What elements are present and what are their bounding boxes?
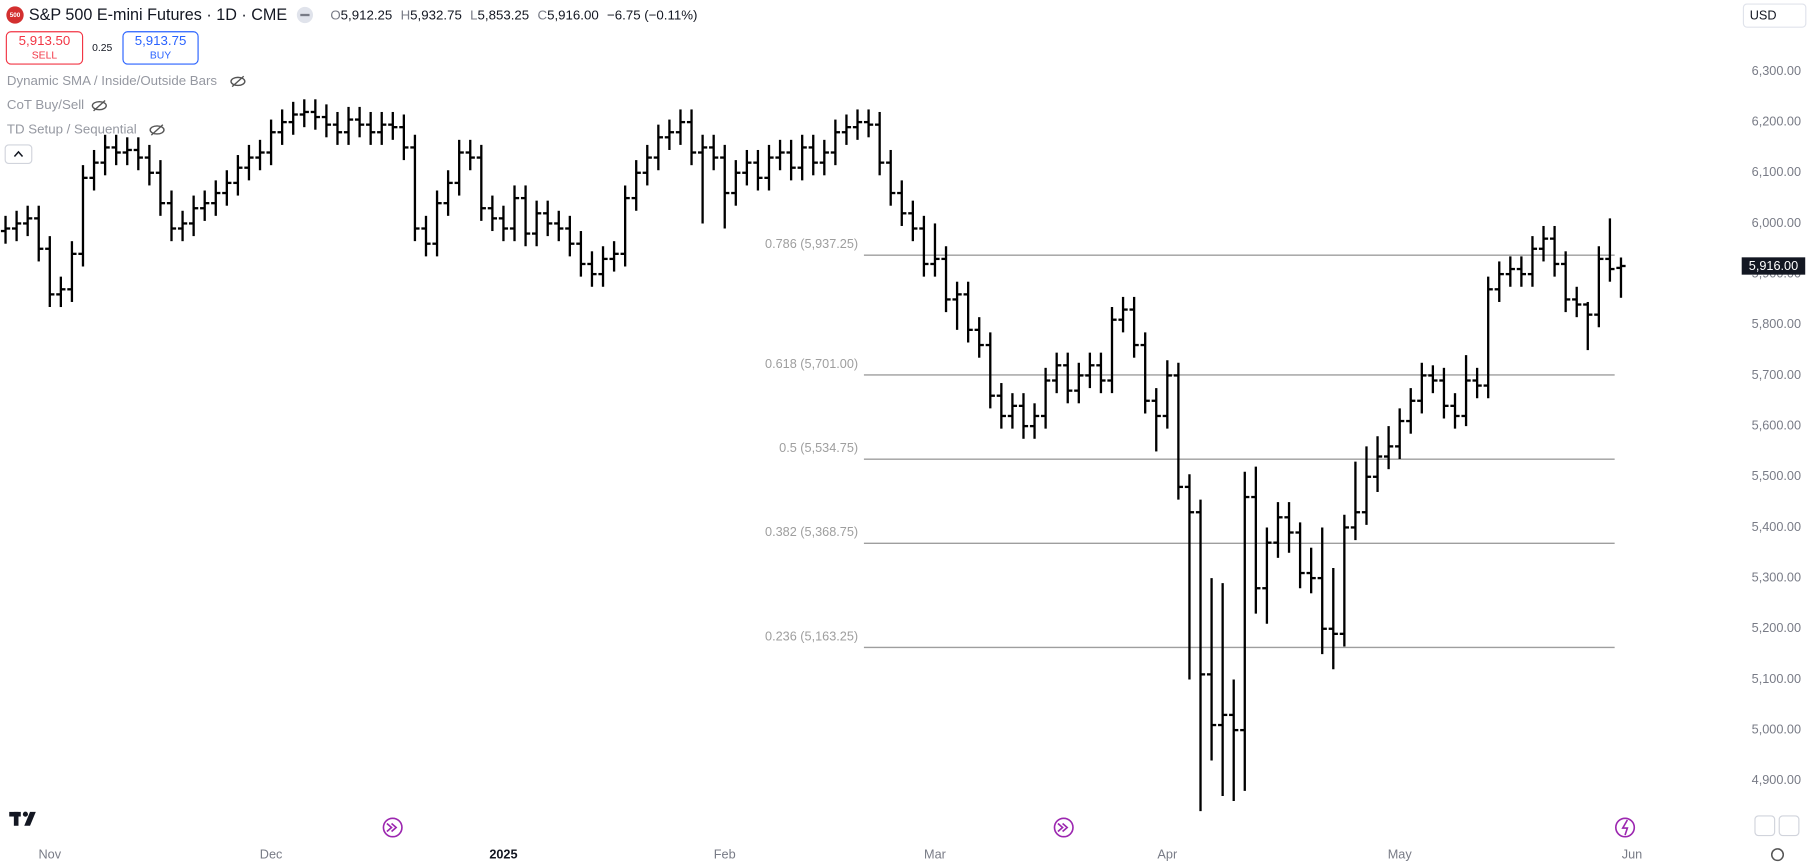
fib-label: 0.786 (5,937.25) — [765, 237, 858, 251]
indicator[interactable]: TD Setup / Sequential — [7, 121, 137, 136]
y-tick-label: 6,200.00 — [1752, 114, 1801, 128]
x-tick-label: May — [1388, 848, 1413, 862]
symbol-title[interactable]: S&P 500 E-mini Futures · 1D · CME — [29, 6, 288, 24]
x-tick-label: Feb — [714, 848, 736, 862]
event-icons[interactable] — [382, 817, 1636, 838]
y-tick-label: 5,000.00 — [1752, 722, 1801, 736]
ohlc-legend: O5,912.25 H5,932.75 L5,853.25 C5,916.00 … — [330, 7, 697, 22]
x-tick-label: 2025 — [489, 848, 517, 862]
y-tick-label: 5,400.00 — [1752, 520, 1801, 534]
spread: 0.25 — [92, 43, 112, 54]
indicator[interactable]: Dynamic SMA / Inside/Outside Bars — [7, 73, 217, 88]
field-key: H — [401, 7, 411, 22]
currency-button[interactable] — [1742, 3, 1807, 28]
buy-label: BUY — [150, 51, 171, 62]
field-value: 5,916.00 — [547, 7, 599, 22]
sell-price: 5,913.50 — [19, 33, 71, 48]
field-value: 5,912.25 — [341, 7, 393, 22]
log-scale-button[interactable] — [1778, 815, 1800, 837]
field-key: O — [330, 7, 340, 22]
auto-scale-button[interactable] — [1754, 815, 1776, 837]
x-tick-label: Apr — [1157, 848, 1178, 862]
caret-icon — [13, 150, 24, 157]
y-tick-label: 6,000.00 — [1752, 216, 1801, 230]
y-tick-label: 6,100.00 — [1752, 165, 1801, 179]
plot-area: 4,900.00 5,000.00 5,100.00 5,200.00 5,300.00… — [0, 64, 1806, 862]
y-tick-label: 5,600.00 — [1752, 418, 1801, 432]
y-tick-label: 4,900.00 — [1752, 773, 1801, 787]
x-tick-label: Mar — [924, 848, 947, 862]
field-value: 5,853.25 — [478, 7, 530, 22]
tv-logo — [9, 811, 36, 826]
y-tick-label: 5,300.00 — [1752, 570, 1801, 584]
fib-label: 0.618 (5,701.00) — [765, 357, 858, 371]
buy-price: 5,913.75 — [135, 33, 187, 48]
y-tick-label: 5,700.00 — [1752, 368, 1801, 382]
collapse-icon — [300, 13, 310, 17]
y-tick-label: 5,500.00 — [1752, 469, 1801, 483]
x-tick-label: Dec — [260, 848, 283, 862]
field-key: C — [537, 7, 547, 22]
field-key: L — [470, 7, 477, 22]
settings-icon[interactable] — [1770, 848, 1785, 862]
sell-label: SELL — [32, 51, 58, 62]
buy-button[interactable] — [122, 31, 199, 65]
symbol-logo — [6, 6, 24, 24]
y-tick-label: 5,800.00 — [1752, 317, 1801, 331]
last-price-tag — [1741, 257, 1806, 275]
sell-button[interactable] — [5, 31, 84, 65]
last-price-label: 5,916.00 — [1749, 259, 1798, 273]
hidden-icons — [91, 75, 246, 136]
fib-label: 0.236 (5,163.25) — [765, 629, 858, 643]
y-tick-label: 6,300.00 — [1752, 64, 1801, 78]
indicator[interactable]: CoT Buy/Sell — [7, 97, 84, 112]
currency: USD — [1750, 9, 1777, 23]
x-tick-label: Jun — [1622, 848, 1642, 862]
fib-label: 0.382 (5,368.75) — [765, 525, 858, 539]
collapse-indicators[interactable] — [4, 144, 33, 164]
y-tick-label: 5,100.00 — [1752, 672, 1801, 686]
logo-text: 500 — [10, 12, 21, 19]
change: −6.75 (−0.11%) — [607, 7, 697, 22]
x-tick-label: Nov — [39, 848, 62, 862]
fib-label: 0.5 (5,534.75) — [779, 441, 858, 455]
y-tick-label: 5,200.00 — [1752, 621, 1801, 635]
field-value: 5,932.75 — [410, 7, 462, 22]
